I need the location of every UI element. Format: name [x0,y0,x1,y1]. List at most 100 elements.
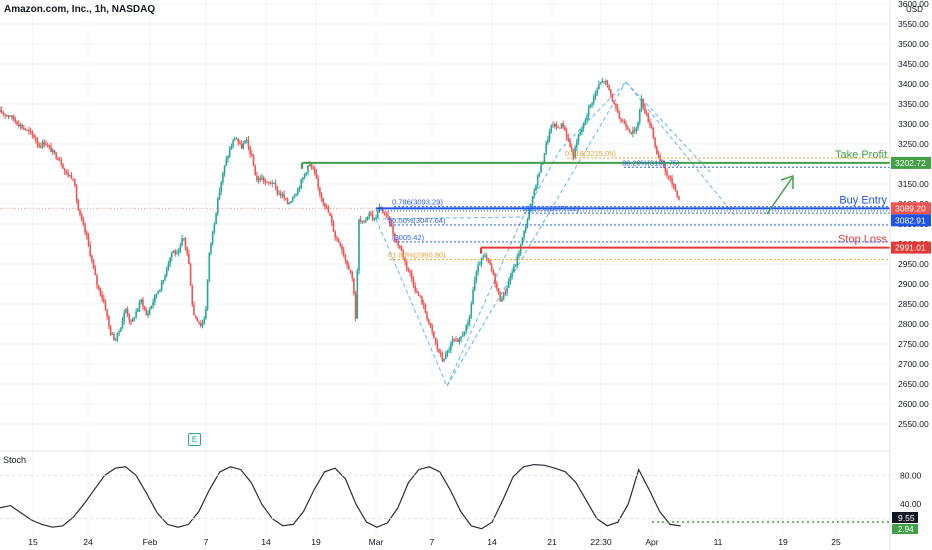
candle-body [363,221,365,222]
stoch-line [0,463,681,530]
candle-body [77,200,80,211]
candle-body [142,299,144,307]
price-tick-label: 2650.00 [898,379,929,389]
candle-body [346,260,348,266]
stoch-tick-label: 80.00 [900,470,922,480]
candle-body [444,353,447,359]
candle-body [661,160,663,162]
candle-body [296,188,299,194]
candle-body [325,206,328,208]
candle-body [446,351,449,354]
candle-body [332,222,335,232]
candle-body [106,309,108,317]
candle-body [674,187,677,191]
candle-body [341,246,343,251]
candle-body [264,181,267,183]
candle-body [354,293,357,319]
candle-body [4,113,6,116]
candle-body [439,352,442,355]
earnings-icon[interactable]: E [188,433,201,446]
candle-body [159,289,161,292]
candle-body [216,198,219,214]
candle-body [635,128,638,132]
candle-body [57,158,59,160]
candle-body [240,143,243,149]
time-tick-label: 19 [778,537,788,547]
candle-body [376,211,379,218]
blue-line-tag-value: 3082.91 [895,215,926,225]
candle-body [620,118,622,122]
candle-body [586,115,588,121]
candle-body [385,213,388,215]
time-tick-label: 14 [487,537,497,547]
candle-body [598,84,600,90]
candle-body [501,299,503,302]
candle-body [419,295,422,297]
candle-body [87,236,90,246]
candle-body [262,177,265,182]
price-tags: 3202.72 3089.20 3082.91 2991.01 [891,156,931,254]
candle-body [271,183,274,184]
fib-label: (3005.42) [392,233,425,242]
candle-body [463,331,466,335]
candle-body [370,213,372,215]
fib-label: 0.786(3093.29) [392,198,443,207]
candle-body [392,225,394,234]
candle-body [232,140,234,147]
candle-body [407,267,410,271]
candle-body [38,144,40,147]
candle-body [553,123,556,127]
candle-body [581,128,583,133]
candle-body [327,207,330,213]
candle-body [621,121,624,122]
candle-body [300,179,302,188]
candle-body [152,301,154,306]
candle-body [358,219,360,271]
candle-body [126,308,129,316]
candle-body [528,211,530,220]
candle-body [230,146,233,150]
candle-body [21,124,23,128]
candle-body [615,103,617,108]
candle-body [11,115,13,117]
stop-loss-tag [891,241,931,254]
candle-body [274,183,277,188]
candle-body [570,146,573,151]
candle-body [138,302,141,310]
candle-body [644,107,646,114]
candle-body [111,333,114,335]
candle-body [436,342,439,349]
candle-body [637,121,639,129]
price-tick-label: 2950.00 [898,259,929,269]
candle-body [608,84,610,90]
candle-body [80,214,83,220]
candle-body [143,306,146,310]
candle-body [58,159,61,161]
candle-body [68,175,71,177]
price-tick-label: 2600.00 [898,399,929,409]
candle-body [298,187,301,189]
time-tick-label: Feb [143,537,158,547]
candle-body [666,171,668,176]
pattern-leg [375,216,524,220]
candle-body [416,291,418,293]
candle-body [29,131,32,132]
candle-body [140,299,143,303]
pattern-legs [375,81,711,388]
candle-body [148,308,151,314]
candle-body [526,219,529,228]
candle-body [336,237,338,239]
candle-body [365,220,367,222]
symbol-title: Amazon.com, Inc., 1h, NASDAQ [4,4,156,15]
candle-body [414,285,416,292]
time-axis[interactable]: 15 24 Feb 7 14 19 Mar 7 14 21 22:30 Apr 11 19 25 [28,537,841,547]
candle-body [492,270,495,275]
candle-body [256,175,258,181]
candle-body [558,127,561,129]
candle-body [604,80,607,82]
candle-body [72,179,74,181]
candle-body [269,182,272,184]
candle-body [220,182,222,192]
price-tick-label: 3300.00 [898,119,929,129]
